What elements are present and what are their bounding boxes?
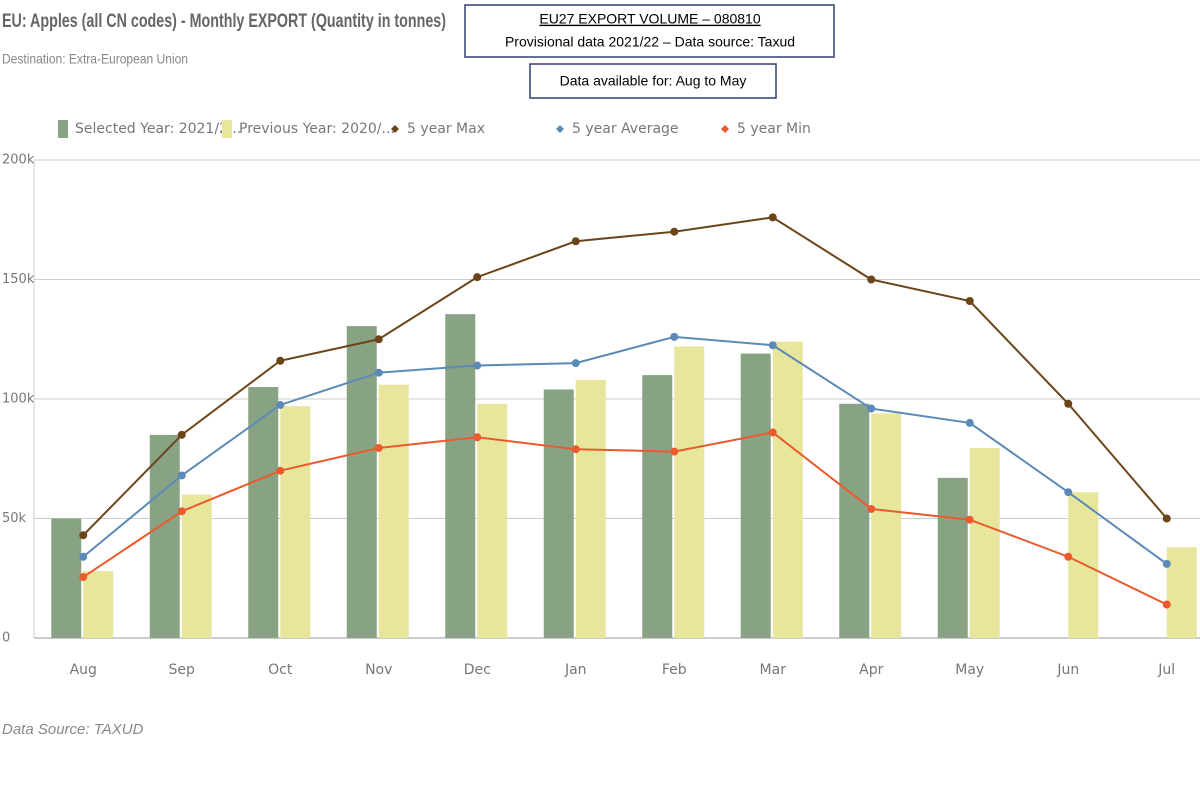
y-tick-label: 200k [2,153,35,168]
info-text: Provisional data 2021/22 – Data source: … [505,34,795,50]
point [1162,514,1171,523]
point [867,404,876,413]
point [177,430,186,439]
point [1162,600,1171,609]
bar [149,434,180,638]
line [82,335,1168,565]
point [571,237,580,246]
bar [346,326,377,638]
legend-label: 5 year Average [572,121,679,137]
x-tick-label: Mar [760,662,787,678]
x-tick-label: Jan [564,662,587,678]
point [965,418,974,427]
point [670,227,679,236]
point [79,531,88,540]
point [473,273,482,282]
x-tick-label: May [955,662,984,678]
legend-swatch [58,120,68,138]
point [867,504,876,513]
bar [642,375,673,638]
availability-box [529,63,777,99]
legend-marker [721,125,729,133]
point [177,507,186,516]
point [571,359,580,368]
x-tick-label: Aug [70,662,97,678]
point [768,341,777,350]
point [1064,399,1073,408]
point [965,297,974,306]
point [276,466,285,475]
info-title: EU27 EXPORT VOLUME – 080810 [539,11,760,27]
y-tick-label: 150k [2,272,35,287]
legend-marker [556,125,564,133]
point [768,428,777,437]
point [1064,488,1073,497]
bar [969,447,1000,638]
x-tick-label: Jun [1056,662,1079,678]
bar [871,413,902,638]
x-tick-label: Sep [169,662,196,678]
bar [51,518,82,638]
y-tick-label: 100k [2,392,35,407]
bar [575,379,606,638]
bar [248,387,279,638]
x-tick-label: Oct [268,662,293,678]
bar [280,406,311,638]
chart-subtitle: Destination: Extra-European Union [2,51,188,67]
point [1162,559,1171,568]
y-tick-label: 50k [2,511,27,526]
x-tick-label: Dec [464,662,491,678]
bar [445,314,476,638]
x-tick-label: Apr [859,662,883,678]
availability-text: Data available for: Aug to May [560,73,747,89]
legend-label: 5 year Max [407,121,485,137]
point [177,471,186,480]
bar [839,403,870,638]
info-box [464,4,835,58]
chart-title: EU: Apples (all CN codes) - Monthly EXPO… [2,11,446,32]
bar [1166,547,1197,638]
bar [83,571,114,638]
bar [543,389,574,638]
bar [378,384,409,638]
legend-label: Selected Year: 2021/2... [75,121,241,137]
point [79,573,88,582]
point [768,213,777,222]
point [276,400,285,409]
line [82,216,1168,536]
legend-swatch [222,120,232,138]
bar [181,494,212,638]
point [473,433,482,442]
bar [937,477,968,638]
point [670,332,679,341]
legend-marker [391,125,399,133]
x-tick-label: Jul [1157,662,1175,678]
bar [674,346,705,638]
line [82,431,1168,606]
point [1064,552,1073,561]
point [670,447,679,456]
x-tick-label: Nov [365,662,392,678]
point [276,356,285,365]
point [374,335,383,344]
y-tick-label: 0 [2,631,10,646]
point [374,443,383,452]
point [79,552,88,561]
point [965,515,974,524]
point [571,445,580,454]
bar [477,403,508,638]
source-note: Data Source: TAXUD [2,721,144,738]
bar [772,341,803,638]
legend-label: 5 year Min [737,121,811,137]
point [374,368,383,377]
legend-label: Previous Year: 2020/... [239,121,395,137]
point [867,275,876,284]
bar [740,353,771,638]
point [473,361,482,370]
x-tick-label: Feb [662,662,687,678]
